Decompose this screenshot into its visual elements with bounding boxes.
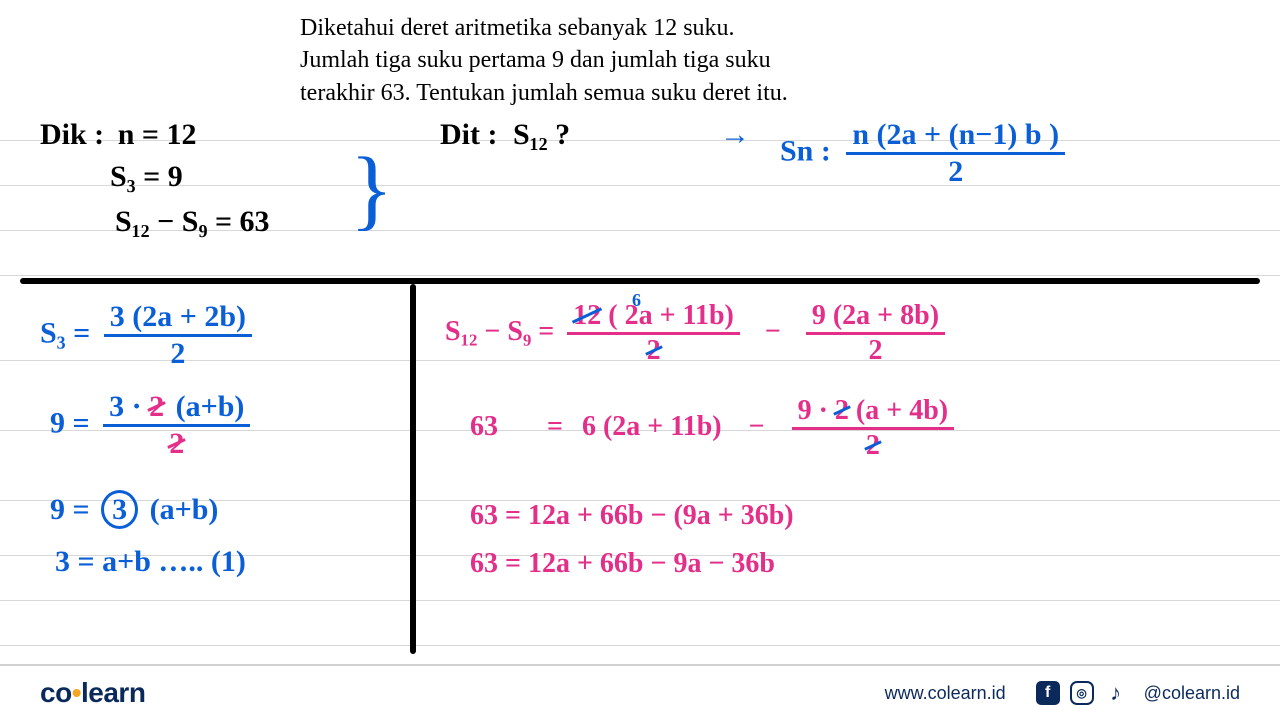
divider-horizontal xyxy=(20,278,1260,284)
brace-icon: } xyxy=(350,145,393,235)
tiktok-icon: ♪ xyxy=(1104,681,1128,705)
left-line1: S₃ = 3 (2a + 2b) 2 xyxy=(40,300,252,371)
socials: f ◎ ♪ @colearn.id xyxy=(1036,681,1240,705)
right-line1: S₁₂ − S₉ = 12 ( 2a + 11b) 2 − 9 (2a + 8b… xyxy=(445,300,945,367)
dit-label: Dit : S₁₂ ? xyxy=(440,118,570,152)
problem-line: Diketahui deret aritmetika sebanyak 12 s… xyxy=(300,12,940,44)
ruled-line xyxy=(0,600,1280,601)
ruled-line xyxy=(0,185,1280,186)
problem-line: terakhir 63. Tentukan jumlah semua suku … xyxy=(300,77,940,109)
ruled-line xyxy=(0,645,1280,646)
right-line3: 63 = 12a + 66b − (9a + 36b) xyxy=(470,500,794,532)
left-line2: 9 = 3 · 2 (a+b) 2 xyxy=(50,390,250,461)
dik-s3: S₃ = 9 xyxy=(110,160,183,194)
logo: co•learn xyxy=(40,677,145,709)
facebook-icon: f xyxy=(1036,681,1060,705)
instagram-icon: ◎ xyxy=(1070,681,1094,705)
dik-s12s9: S₁₂ − S₉ = 63 xyxy=(115,205,270,239)
paper-area: Diketahui deret aritmetika sebanyak 12 s… xyxy=(0,0,1280,660)
right-line4: 63 = 12a + 66b − 9a − 36b xyxy=(470,548,775,580)
problem-text: Diketahui deret aritmetika sebanyak 12 s… xyxy=(300,12,940,109)
ruled-line xyxy=(0,275,1280,276)
handle: @colearn.id xyxy=(1144,683,1240,704)
left-line4: 3 = a+b ….. (1) xyxy=(55,545,246,579)
left-line3: 9 = 3 (a+b) xyxy=(50,490,218,529)
problem-line: Jumlah tiga suku pertama 9 dan jumlah ti… xyxy=(300,44,940,76)
footer: co•learn www.colearn.id f ◎ ♪ @colearn.i… xyxy=(0,664,1280,720)
right-line2: 63 = 6 (2a + 11b) − 9 · 2 (a + 4b) 2 xyxy=(470,395,954,462)
dik-label: Dik : n = 12 xyxy=(40,118,196,152)
divider-vertical xyxy=(410,284,416,654)
right-line1-sup: 6 xyxy=(632,290,641,311)
footer-url: www.colearn.id xyxy=(885,683,1006,704)
formula: Sn : n (2a + (n−1) b ) 2 xyxy=(780,118,1065,189)
formula-arrow: → xyxy=(720,118,750,152)
